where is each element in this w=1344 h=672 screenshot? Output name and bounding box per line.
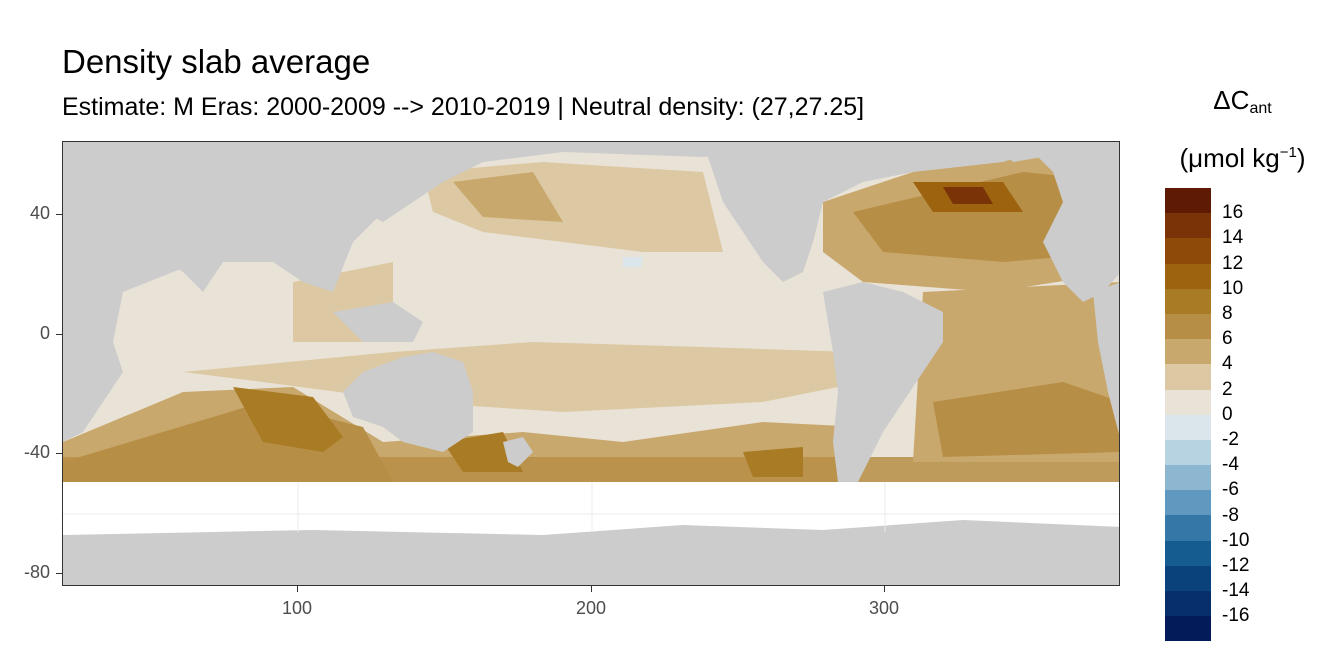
legend-colorbar xyxy=(1165,188,1211,642)
x-tick-label-200: 200 xyxy=(575,598,607,618)
indian-hotspot xyxy=(233,387,343,452)
legend-label: 14 xyxy=(1222,227,1244,249)
maritime-continent-land xyxy=(333,302,423,342)
legend-label: -6 xyxy=(1222,479,1239,501)
plot-title: Density slab average xyxy=(62,43,371,80)
north-atlantic-max xyxy=(943,187,993,204)
x-tick-mark xyxy=(297,586,298,592)
legend-swatch xyxy=(1165,414,1211,440)
legend-swatch xyxy=(1165,238,1211,264)
africa-east-land xyxy=(1093,282,1119,435)
legend-swatch xyxy=(1165,213,1211,239)
legend-unit-prefix: (μmol kg xyxy=(1179,143,1280,173)
legend-label: -10 xyxy=(1222,529,1250,551)
legend-unit-suffix: ) xyxy=(1296,143,1306,173)
legend-swatch xyxy=(1165,339,1211,365)
legend-swatch xyxy=(1165,616,1211,642)
y-tick-mark xyxy=(56,453,62,454)
pacific-negative-patch xyxy=(623,257,643,267)
land-group xyxy=(63,142,1119,585)
y-tick-label-minus40: -40 xyxy=(23,442,50,462)
asia-north-land xyxy=(363,142,823,222)
legend-title-sub: ant xyxy=(1249,100,1272,117)
legend-label: -12 xyxy=(1222,555,1250,576)
map-panel xyxy=(62,141,1120,586)
legend-swatch xyxy=(1165,565,1211,591)
y-tick-mark xyxy=(56,214,62,215)
legend-swatch xyxy=(1165,490,1211,516)
legend-swatch xyxy=(1165,540,1211,566)
south-subtropics xyxy=(183,342,863,412)
y-tick-label-minus80: -80 xyxy=(23,562,50,582)
legend-swatch xyxy=(1165,288,1211,314)
y-tick-mark xyxy=(56,573,62,574)
legend-label: 12 xyxy=(1222,252,1244,274)
legend-swatch xyxy=(1165,465,1211,491)
y-tick-label-0: 0 xyxy=(39,323,50,343)
legend-label: 6 xyxy=(1222,328,1233,350)
legend-label: 16 xyxy=(1222,202,1244,224)
x-tick-label-300: 300 xyxy=(868,598,900,618)
legend-label: -8 xyxy=(1222,504,1239,526)
x-tick-mark xyxy=(591,586,592,592)
north-america-land xyxy=(703,142,1063,282)
legend-label: 4 xyxy=(1222,353,1233,375)
legend-label: 0 xyxy=(1222,403,1233,425)
greenland-land xyxy=(993,142,1053,162)
asia-south-land xyxy=(153,142,423,292)
europe-africa-land xyxy=(1023,142,1119,302)
legend-swatch xyxy=(1165,515,1211,541)
legend-unit-sup: −1 xyxy=(1279,144,1297,161)
y-tick-mark xyxy=(56,334,62,335)
x-tick-label-100: 100 xyxy=(281,598,313,618)
legend-label: -4 xyxy=(1222,454,1239,476)
x-tick-mark xyxy=(884,586,885,592)
legend-label: 8 xyxy=(1222,303,1233,324)
legend-swatch xyxy=(1165,389,1211,415)
legend-label: 2 xyxy=(1222,378,1233,400)
australia-land xyxy=(343,352,473,452)
south-america-land xyxy=(823,282,943,502)
legend-title: ΔCant (μmol kg−1) xyxy=(1150,82,1335,176)
map-canvas xyxy=(63,142,1119,585)
legend-label: -16 xyxy=(1222,605,1250,627)
legend-label: -14 xyxy=(1222,580,1250,602)
legend-swatch xyxy=(1165,313,1211,340)
no-data-band xyxy=(63,482,1119,535)
north-pacific-west xyxy=(453,172,563,222)
antarctica-land xyxy=(63,517,1119,585)
legend-swatch xyxy=(1165,188,1211,214)
legend-label: 10 xyxy=(1222,277,1244,299)
pacific-south-hotspot xyxy=(743,447,803,477)
legend-swatch xyxy=(1165,591,1211,617)
graticule xyxy=(63,482,1119,532)
legend-label: -2 xyxy=(1222,429,1239,450)
y-tick-label-40: 40 xyxy=(29,203,50,223)
new-zealand-land xyxy=(503,437,533,467)
legend-swatch xyxy=(1165,263,1211,289)
legend-swatch xyxy=(1165,439,1211,466)
legend-title-main: ΔC xyxy=(1213,85,1250,115)
south-atlantic-band xyxy=(933,382,1119,457)
legend-swatch xyxy=(1165,364,1211,390)
plot-subtitle: Estimate: M Eras: 2000-2009 --> 2010-201… xyxy=(62,93,865,121)
